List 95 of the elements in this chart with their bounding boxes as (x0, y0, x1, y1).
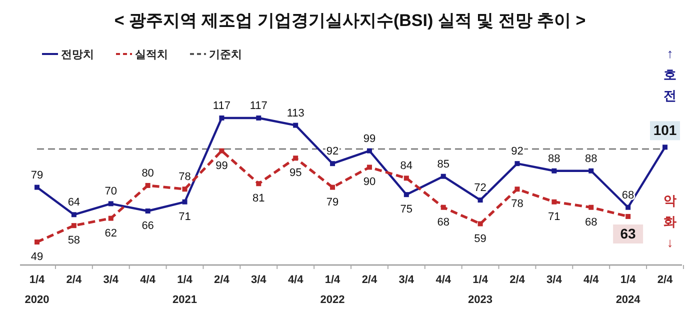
point (440, 204, 446, 210)
x-tick-label: 2/4 (362, 274, 378, 286)
x-tick-label: 2/4 (214, 274, 230, 286)
data-label: 59 (474, 232, 486, 245)
point (34, 184, 40, 190)
data-label: 85 (437, 158, 450, 170)
point (662, 144, 668, 150)
data-label: 62 (104, 227, 118, 240)
point (514, 186, 520, 192)
x-tick-label: 1/4 2022 (320, 274, 345, 306)
x-tick-label: 3/4 (546, 274, 563, 286)
data-label: 95 (289, 167, 302, 180)
point (182, 186, 188, 192)
point (552, 199, 557, 204)
data-label: 79 (30, 169, 44, 182)
point (71, 223, 76, 228)
legend-item: 실적치 (116, 49, 168, 61)
data-label: 64 (68, 196, 80, 209)
data-label: 101 (653, 122, 677, 138)
point (182, 199, 188, 204)
point (330, 184, 336, 190)
data-label: 71 (178, 210, 191, 223)
chart-title: < 광주지역 제조업 기업경기실사지수(BSI) 실적 및 전망 추이 > (114, 11, 586, 30)
data-label: 72 (474, 182, 486, 194)
data-label: 68 (437, 216, 450, 228)
x-tick-label: 2/4 (510, 274, 526, 286)
point (108, 201, 114, 206)
data-label: 90 (363, 176, 376, 188)
data-label: 80 (142, 167, 154, 180)
point (34, 240, 40, 244)
point (330, 161, 336, 166)
point (145, 208, 150, 214)
data-label: 99 (363, 132, 376, 145)
point (256, 116, 262, 120)
legend-item: 전망치 (42, 49, 94, 61)
point (404, 192, 409, 198)
point (440, 174, 446, 179)
point (219, 116, 224, 120)
x-tick-label: 3/4 (103, 274, 120, 286)
data-label: 99 (216, 160, 228, 172)
point (626, 214, 631, 219)
point (588, 204, 594, 210)
x-tick-label: 4/4 (140, 274, 156, 286)
x-tick-label: 1/4 2021 (172, 274, 198, 306)
x-tick-label: 1/4 2024 (616, 274, 642, 306)
point (293, 122, 298, 128)
data-label: 79 (326, 196, 339, 208)
data-label: 75 (400, 204, 413, 216)
x-tick-label: 2/4 (657, 274, 674, 286)
point (219, 148, 224, 154)
point (366, 148, 372, 154)
text: ↑호전 (664, 46, 676, 103)
point (71, 212, 76, 218)
x-tick-label: 4/4 (436, 274, 452, 286)
point (478, 221, 483, 226)
point (588, 168, 594, 174)
point (293, 156, 298, 161)
point (478, 198, 483, 203)
legend-item: 기준치 (190, 49, 242, 61)
data-label: 113 (286, 107, 304, 120)
x-tick-label: 1/4 2023 (468, 274, 493, 306)
point (404, 176, 409, 181)
point (108, 216, 114, 221)
data-label: 58 (68, 234, 80, 247)
x-tick-label: 4/4 (583, 274, 600, 286)
x-tick-label: 2/4 (66, 274, 82, 286)
legend-label: 기준치 (209, 49, 242, 61)
data-label: 49 (30, 251, 44, 263)
data-label: 70 (104, 186, 118, 198)
data-label: 63 (620, 225, 636, 242)
data-label: 84 (400, 160, 413, 172)
data-label: 88 (548, 152, 560, 165)
point (626, 204, 631, 210)
data-label: 88 (584, 152, 598, 165)
x-tick-label: 1/4 2020 (24, 274, 50, 306)
point (552, 168, 557, 174)
legend-label: 실적치 (135, 49, 168, 61)
legend-label: 전망치 (61, 49, 94, 61)
data-label: 66 (142, 220, 154, 232)
data-label: 117 (212, 100, 230, 112)
x-tick-label: 4/4 (288, 274, 304, 286)
point (514, 161, 520, 166)
x-tick-label: 3/4 (251, 274, 268, 286)
data-label: 78 (511, 198, 524, 210)
annotation: 악화↓ (664, 193, 676, 250)
data-label: 78 (178, 171, 191, 184)
data-label: 68 (584, 216, 598, 228)
data-label: 71 (548, 210, 560, 223)
data-label: 68 (622, 189, 634, 202)
point (145, 182, 150, 188)
data-label: 117 (250, 100, 268, 112)
data-label: 81 (252, 192, 265, 205)
point (256, 181, 262, 186)
x-tick-label: 3/4 (398, 274, 415, 286)
point (366, 164, 372, 170)
